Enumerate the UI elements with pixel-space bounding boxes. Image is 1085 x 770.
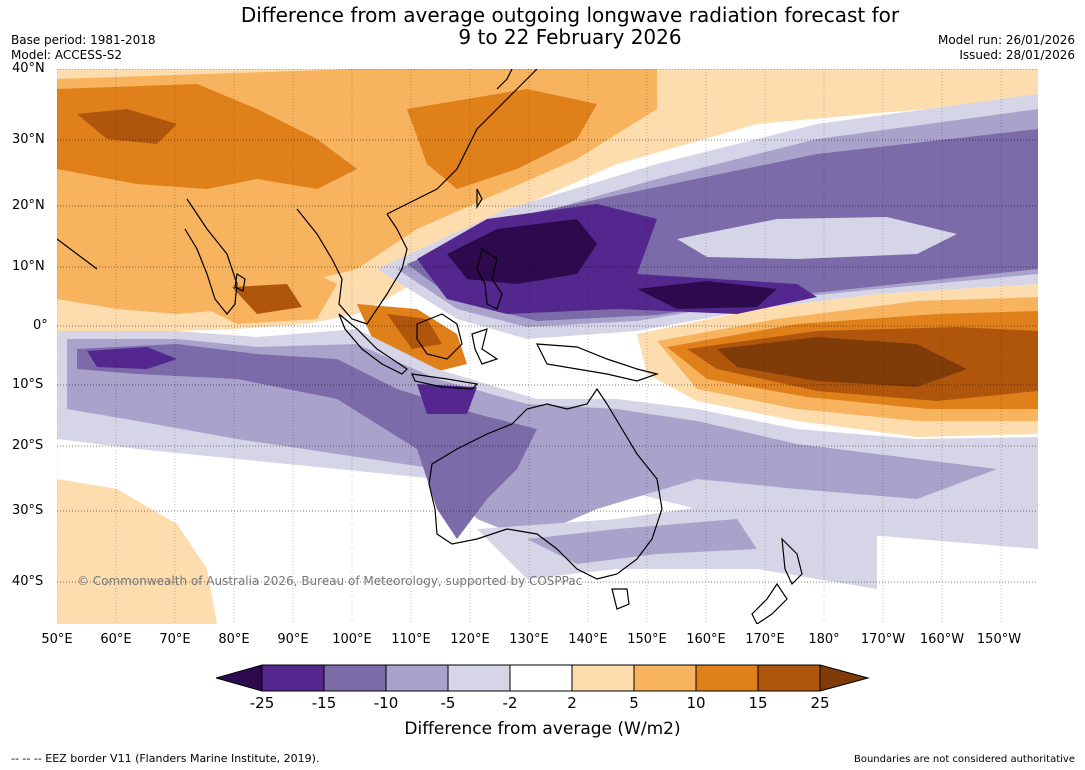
- tasmania: [611, 588, 630, 610]
- borneo: [416, 313, 463, 360]
- philippines: [476, 248, 503, 310]
- copyright-notice: © Commonwealth of Australia 2026, Bureau…: [77, 574, 583, 588]
- lon-label-160w: 160°W: [919, 632, 965, 647]
- lon-label-150w: 150°W: [976, 632, 1022, 647]
- north-pacific-light-patch: [677, 217, 957, 259]
- title-line-2: 9 to 22 February 2026: [458, 25, 682, 49]
- lat-label-30s: 30°S: [12, 503, 44, 518]
- new-zealand-south: [751, 582, 788, 624]
- eez-note: -- -- -- EEZ border V11 (Flanders Marine…: [11, 752, 320, 765]
- lon-label-150e: 150°E: [627, 632, 667, 647]
- lat-label-40n: 40°N: [12, 61, 45, 76]
- lon-label-90e: 90°E: [277, 632, 309, 647]
- lon-label-110e: 110°E: [391, 632, 431, 647]
- pacific-purple-core: [637, 281, 777, 309]
- issued-date: Issued: 28/01/2026: [959, 48, 1075, 62]
- maritime-continent-strong: [387, 314, 442, 349]
- lon-label-130e: 130°E: [509, 632, 549, 647]
- lon-label-160e: 160°E: [686, 632, 726, 647]
- colorbar-swatch-9: [758, 665, 820, 691]
- colorbar-swatch-8: [696, 665, 758, 691]
- colorbar-swatch-1: [262, 665, 324, 691]
- colorbar-swatch-6: [572, 665, 634, 691]
- colorbar-tick-8: 10: [686, 694, 706, 712]
- japan: [496, 69, 513, 90]
- colorbar-swatch-4: [448, 665, 510, 691]
- lat-label-20n: 20°N: [12, 198, 45, 213]
- lon-label-170e: 170°E: [745, 632, 785, 647]
- negative-anomaly-fields: [57, 94, 1038, 589]
- base-period: Base period: 1981-2018: [11, 33, 156, 47]
- model-run: Model run: 26/01/2026: [937, 33, 1075, 47]
- meta-left: Base period: 1981-2018 Model: ACCESS-S2: [11, 33, 156, 63]
- lon-label-100e: 100°E: [332, 632, 372, 647]
- arabian-orange: [77, 109, 177, 144]
- lat-label-10s: 10°S: [12, 377, 44, 392]
- colorbar-tick-10: 25: [810, 694, 830, 712]
- colorbar-tick-1: -25: [249, 694, 275, 712]
- lon-label-50e: 50°E: [41, 632, 73, 647]
- colorbar-swatch-3: [386, 665, 448, 691]
- new-guinea: [535, 343, 660, 382]
- olr-anomaly-map: [57, 69, 1038, 624]
- sulawesi: [471, 328, 499, 365]
- indonesia-purple-core: [417, 384, 477, 414]
- colorbar-tick-6: 2: [567, 694, 577, 712]
- colorbar-tick-4: -5: [440, 694, 456, 712]
- sumatra: [338, 313, 408, 375]
- colorbar-tick-3: -10: [373, 694, 399, 712]
- map-title: Difference from average outgoing longwav…: [170, 4, 970, 48]
- arabia-coast: [57, 238, 98, 270]
- coastlines: [57, 69, 803, 624]
- lat-label-40s: 40°S: [12, 574, 44, 589]
- philippines-purple-core: [447, 219, 597, 284]
- colorbar-swatch-above-max: [820, 665, 868, 691]
- taiwan: [476, 188, 483, 210]
- lon-label-60e: 60°E: [100, 632, 132, 647]
- pacific-orange-peak: [717, 337, 967, 387]
- colorbar-tick-7: 5: [629, 694, 639, 712]
- title-line-1: Difference from average outgoing longwav…: [240, 3, 900, 27]
- bay-of-bengal-strong: [232, 284, 302, 314]
- australia-coast: [428, 387, 663, 580]
- colorbar-swatch-2: [324, 665, 386, 691]
- java: [411, 373, 479, 390]
- colorbar-swatch-5: [510, 665, 572, 691]
- china-coast: [386, 69, 538, 215]
- lat-label-0: 0°: [33, 318, 48, 333]
- lon-label-140e: 140°E: [568, 632, 608, 647]
- lon-label-170w: 170°W: [860, 632, 906, 647]
- lon-label-120e: 120°E: [450, 632, 490, 647]
- south-pacific-purple-mid: [527, 519, 757, 564]
- indian-ocean-purple-core: [87, 347, 177, 369]
- lat-label-30n: 30°N: [12, 132, 45, 147]
- colorbar-tick-9: 15: [748, 694, 768, 712]
- lat-label-20s: 20°S: [12, 438, 44, 453]
- model-name: Model: ACCESS-S2: [11, 48, 123, 62]
- colorbar: [216, 664, 870, 692]
- lon-label-70e: 70°E: [159, 632, 191, 647]
- india-coast: [184, 198, 238, 315]
- north-orange-strong-2: [407, 89, 597, 189]
- colorbar-dividers: [261, 665, 821, 691]
- new-zealand-north: [781, 537, 803, 586]
- boundaries-disclaimer: Boundaries are not considered authoritat…: [853, 754, 1075, 765]
- colorbar-swatch-below-min: [216, 665, 262, 691]
- colorbar-swatch-7: [634, 665, 696, 691]
- north-orange-strong: [57, 84, 357, 189]
- lon-label-180: 180°: [808, 632, 840, 647]
- colorbar-tick-2: -15: [311, 694, 337, 712]
- meridians: [57, 69, 1002, 624]
- meta-right: Model run: 26/01/2026 Issued: 28/01/2026: [938, 33, 1075, 63]
- map-area: © Commonwealth of Australia 2026, Bureau…: [57, 69, 1038, 624]
- colorbar-title: Difference from average (W/m2): [404, 719, 681, 739]
- sri-lanka: [234, 273, 246, 292]
- lon-label-80e: 80°E: [218, 632, 250, 647]
- colorbar-tick-5: -2: [502, 694, 518, 712]
- southeast-asia-coast: [296, 208, 408, 325]
- southwest-orange: [57, 479, 217, 624]
- lat-label-10n: 10°N: [12, 259, 45, 274]
